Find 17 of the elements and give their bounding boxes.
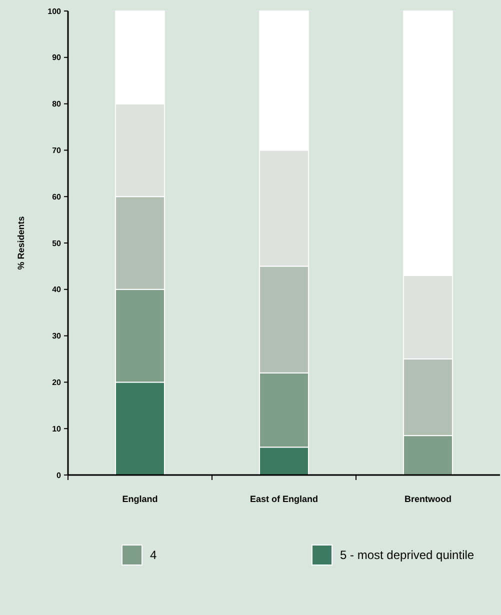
y-tick-label: 50: [52, 238, 62, 248]
y-tick-label: 0: [56, 470, 62, 480]
x-tick-label: England: [122, 494, 158, 504]
legend-label: 5 - most deprived quintile: [340, 548, 474, 562]
x-tick-label: East of England: [250, 494, 318, 504]
y-tick-label: 20: [52, 378, 62, 387]
y-tick-label: 70: [52, 146, 62, 155]
x-tick-label: Brentwood: [404, 494, 452, 504]
y-tick-label: 10: [52, 424, 62, 434]
y-tick-label: 100: [48, 6, 62, 16]
y-tick-label: 30: [52, 332, 62, 341]
y-tick-label: 90: [52, 53, 62, 62]
y-tick-label: 60: [52, 192, 62, 202]
y-tick-label: 40: [52, 285, 62, 294]
y-tick-label: 80: [52, 100, 62, 109]
y-axis-title: % Residents: [16, 216, 26, 270]
legend-label: 4: [150, 548, 157, 562]
